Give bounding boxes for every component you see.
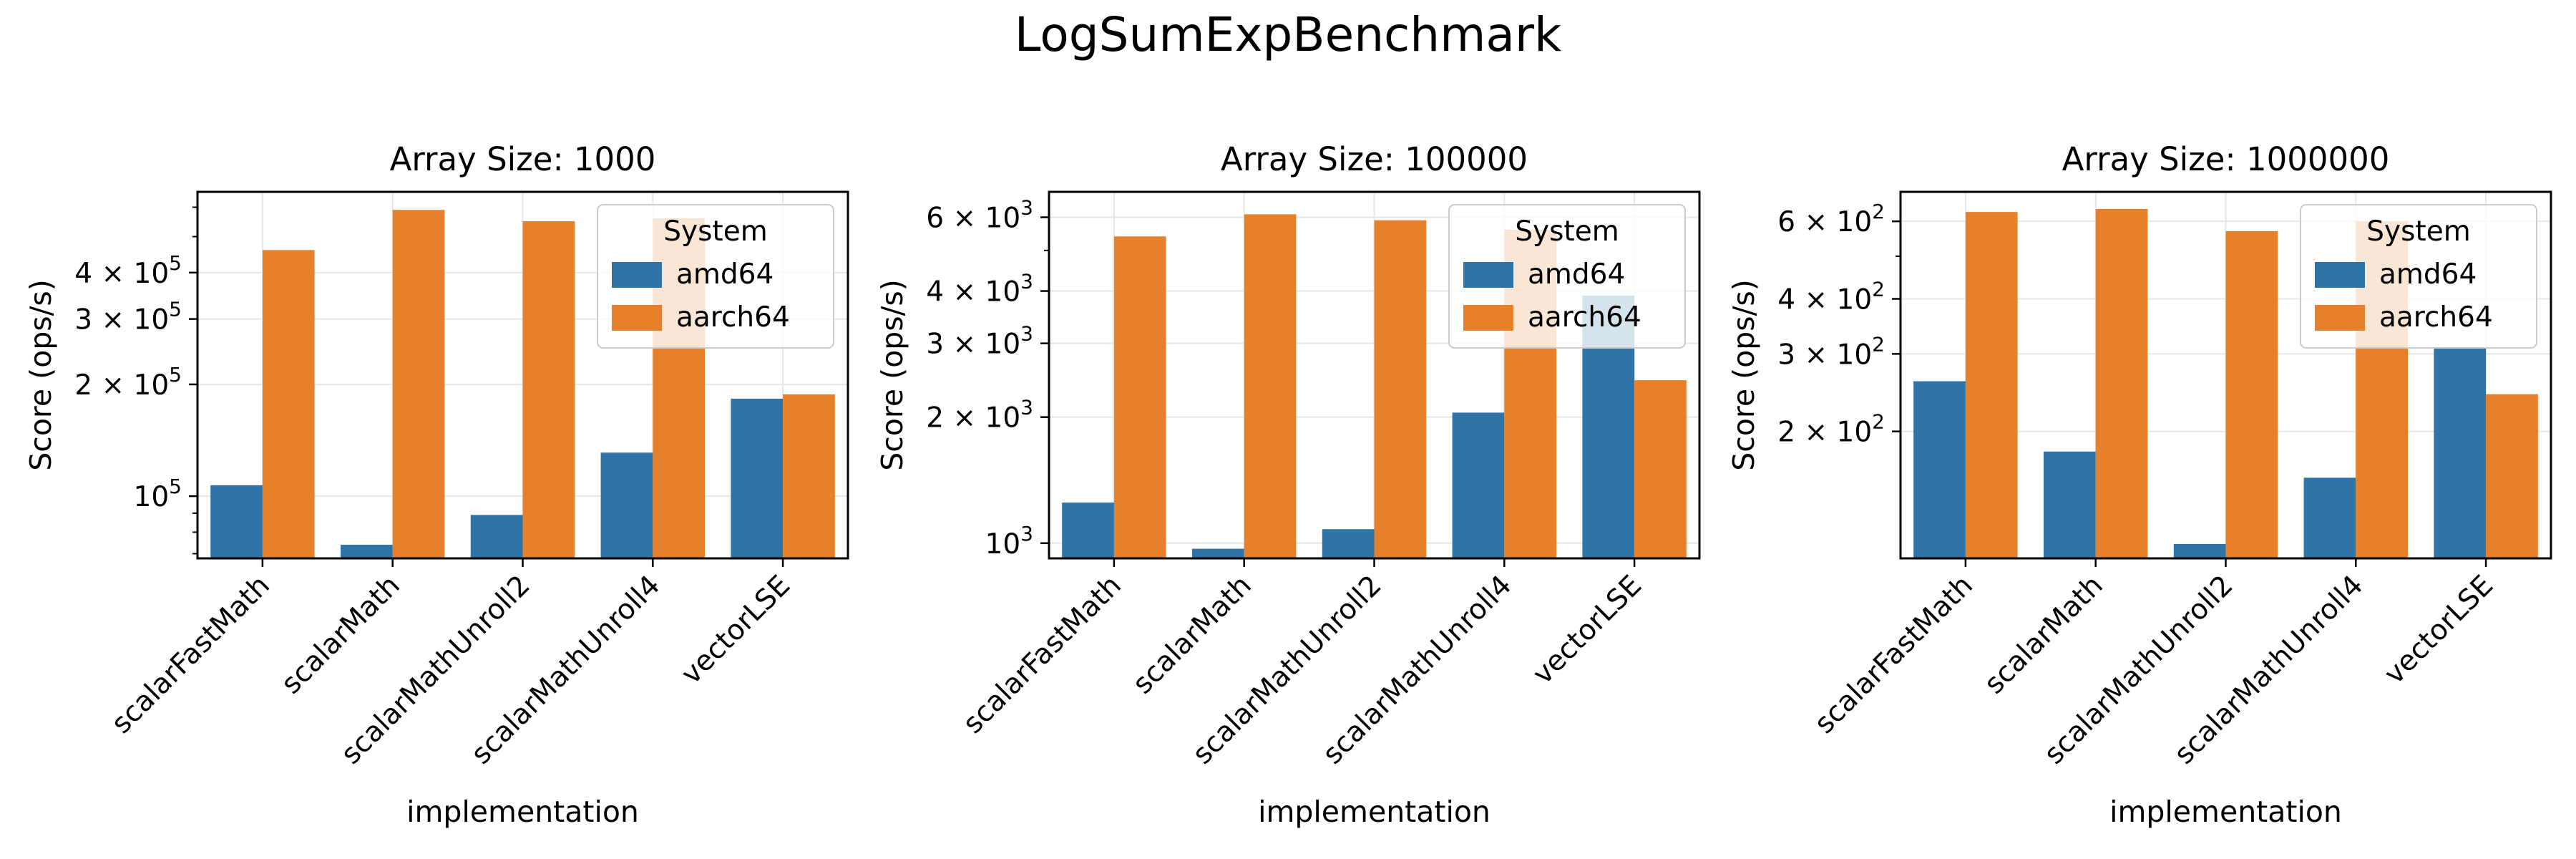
- y-axis-label: Score (ops/s): [875, 279, 909, 471]
- legend-label-amd64: amd64: [1528, 258, 1625, 291]
- bar-amd64-scalarFastMath: [210, 485, 263, 558]
- y-tick-label: 2 × 103: [926, 396, 1033, 435]
- bar-amd64-scalarMathUnroll2: [2173, 544, 2226, 558]
- x-axis-label: implementation: [406, 795, 639, 829]
- y-tick-label: 4 × 103: [926, 270, 1033, 309]
- y-tick-label: 3 × 105: [74, 298, 182, 336]
- legend-swatch-aarch64: [2315, 305, 2365, 331]
- y-axis-label: Score (ops/s): [24, 279, 58, 471]
- y-tick-label: 3 × 103: [926, 322, 1033, 361]
- y-tick-label: 105: [134, 475, 182, 513]
- x-tick-label: scalarMath: [275, 569, 406, 700]
- y-tick-label: 6 × 103: [926, 196, 1033, 235]
- bar-amd64-vectorLSE: [731, 398, 784, 558]
- bar-amd64-scalarFastMath: [1913, 381, 1966, 558]
- subplot-title: Array Size: 100000: [1221, 140, 1528, 178]
- bar-amd64-vectorLSE: [2434, 347, 2487, 558]
- legend-swatch-amd64: [2315, 262, 2365, 288]
- x-tick-label: vectorLSE: [1527, 569, 1649, 691]
- subplot-title: Array Size: 1000: [390, 140, 656, 178]
- x-tick-label: vectorLSE: [2379, 569, 2500, 691]
- figure-title: LogSumExpBenchmark: [1014, 7, 1562, 62]
- legend-label-aarch64: aarch64: [2379, 301, 2493, 334]
- legend-label-aarch64: aarch64: [1528, 301, 1641, 334]
- bar-amd64-scalarMathUnroll4: [1452, 412, 1505, 558]
- bar-aarch64-scalarMath: [1244, 214, 1297, 558]
- y-tick-label: 3 × 102: [1777, 332, 1885, 371]
- legend-swatch-aarch64: [1463, 305, 1513, 331]
- bar-amd64-scalarMath: [340, 544, 393, 558]
- subplot-1: 105 2 × 105 3 × 105 4 × 105 scalarFastMathsc…: [24, 140, 849, 829]
- legend-title: System: [1515, 215, 1619, 248]
- y-tick-label: 2 × 105: [74, 363, 182, 402]
- subplot-3: 2 × 102 3 × 102 4 × 102 6 × 102 scalarFastMa…: [1727, 140, 2552, 829]
- bar-amd64-scalarMathUnroll2: [1322, 529, 1375, 558]
- bar-amd64-scalarMath: [2043, 451, 2096, 558]
- y-tick-label: 6 × 102: [1777, 200, 1885, 238]
- bar-amd64-scalarMathUnroll2: [470, 515, 523, 558]
- y-tick-label: 2 × 102: [1777, 410, 1885, 449]
- bar-aarch64-scalarFastMath: [1965, 212, 2018, 558]
- bar-aarch64-scalarMath: [2095, 208, 2148, 558]
- legend-title: System: [663, 215, 767, 248]
- bar-amd64-scalarMathUnroll4: [2303, 477, 2356, 558]
- bar-aarch64-scalarMathUnroll2: [1374, 220, 1427, 558]
- y-tick-label: 4 × 102: [1777, 278, 1885, 316]
- y-tick-label: 103: [985, 522, 1033, 560]
- bar-aarch64-scalarMathUnroll2: [2225, 230, 2278, 558]
- x-tick-label: scalarMath: [1127, 569, 1258, 700]
- legend-label-aarch64: aarch64: [676, 301, 790, 334]
- legend-label-amd64: amd64: [676, 258, 774, 291]
- x-tick-label: scalarFastMath: [1808, 569, 1979, 740]
- subplot-2: 103 2 × 103 3 × 103 4 × 103 6 × 103 scalarFas…: [875, 140, 1701, 829]
- bar-amd64-scalarFastMath: [1062, 503, 1114, 558]
- subplot-title: Array Size: 1000000: [2062, 140, 2390, 178]
- bar-aarch64-scalarMath: [392, 210, 445, 558]
- bar-amd64-scalarMathUnroll4: [600, 452, 653, 558]
- bar-aarch64-scalarFastMath: [262, 250, 315, 558]
- legend: System amd64 aarch64: [2300, 204, 2537, 349]
- x-tick-label: vectorLSE: [675, 569, 797, 691]
- bar-aarch64-scalarFastMath: [1113, 236, 1166, 558]
- legend-swatch-amd64: [612, 262, 662, 288]
- legend-swatch-amd64: [1463, 262, 1513, 288]
- x-tick-label: scalarFastMath: [105, 569, 276, 740]
- legend-label-amd64: amd64: [2379, 258, 2477, 291]
- legend: System amd64 aarch64: [1448, 204, 1686, 349]
- y-axis-label: Score (ops/s): [1727, 279, 1761, 471]
- bar-aarch64-vectorLSE: [783, 394, 835, 558]
- bar-aarch64-vectorLSE: [2486, 394, 2538, 558]
- x-tick-label: scalarFastMath: [957, 569, 1128, 740]
- legend-swatch-aarch64: [612, 305, 662, 331]
- x-tick-label: scalarMath: [1979, 569, 2109, 700]
- y-tick-label: 4 × 105: [74, 251, 182, 290]
- x-axis-label: implementation: [1258, 795, 1491, 829]
- bar-aarch64-scalarMathUnroll2: [522, 221, 575, 558]
- x-axis-label: implementation: [2109, 795, 2342, 829]
- legend-title: System: [2366, 215, 2470, 248]
- bar-aarch64-vectorLSE: [1634, 380, 1687, 558]
- bar-amd64-scalarMath: [1191, 548, 1244, 558]
- legend: System amd64 aarch64: [597, 204, 834, 349]
